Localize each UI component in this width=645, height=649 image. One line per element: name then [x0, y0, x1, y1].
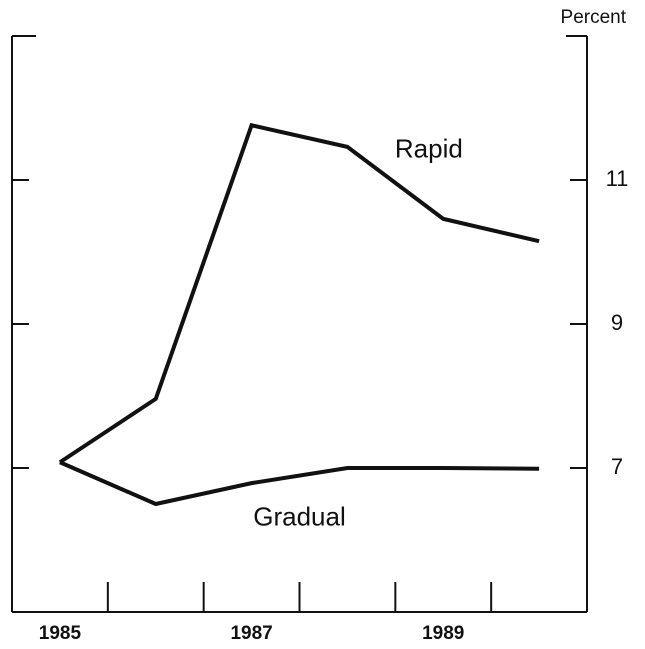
series-label: Gradual: [253, 502, 346, 532]
series-label: Rapid: [395, 133, 463, 163]
y-tick-label: 11: [606, 166, 629, 191]
line: [59, 460, 540, 507]
x-tick-label: 1985: [39, 623, 82, 644]
y-tick-label: 7: [611, 454, 623, 479]
x-tick-label: 1987: [230, 623, 272, 644]
line: [58, 122, 540, 464]
y-tick-label: 9: [611, 310, 623, 335]
y-axis-label: Percent: [561, 7, 627, 28]
x-tick-label: 1989: [422, 623, 464, 644]
